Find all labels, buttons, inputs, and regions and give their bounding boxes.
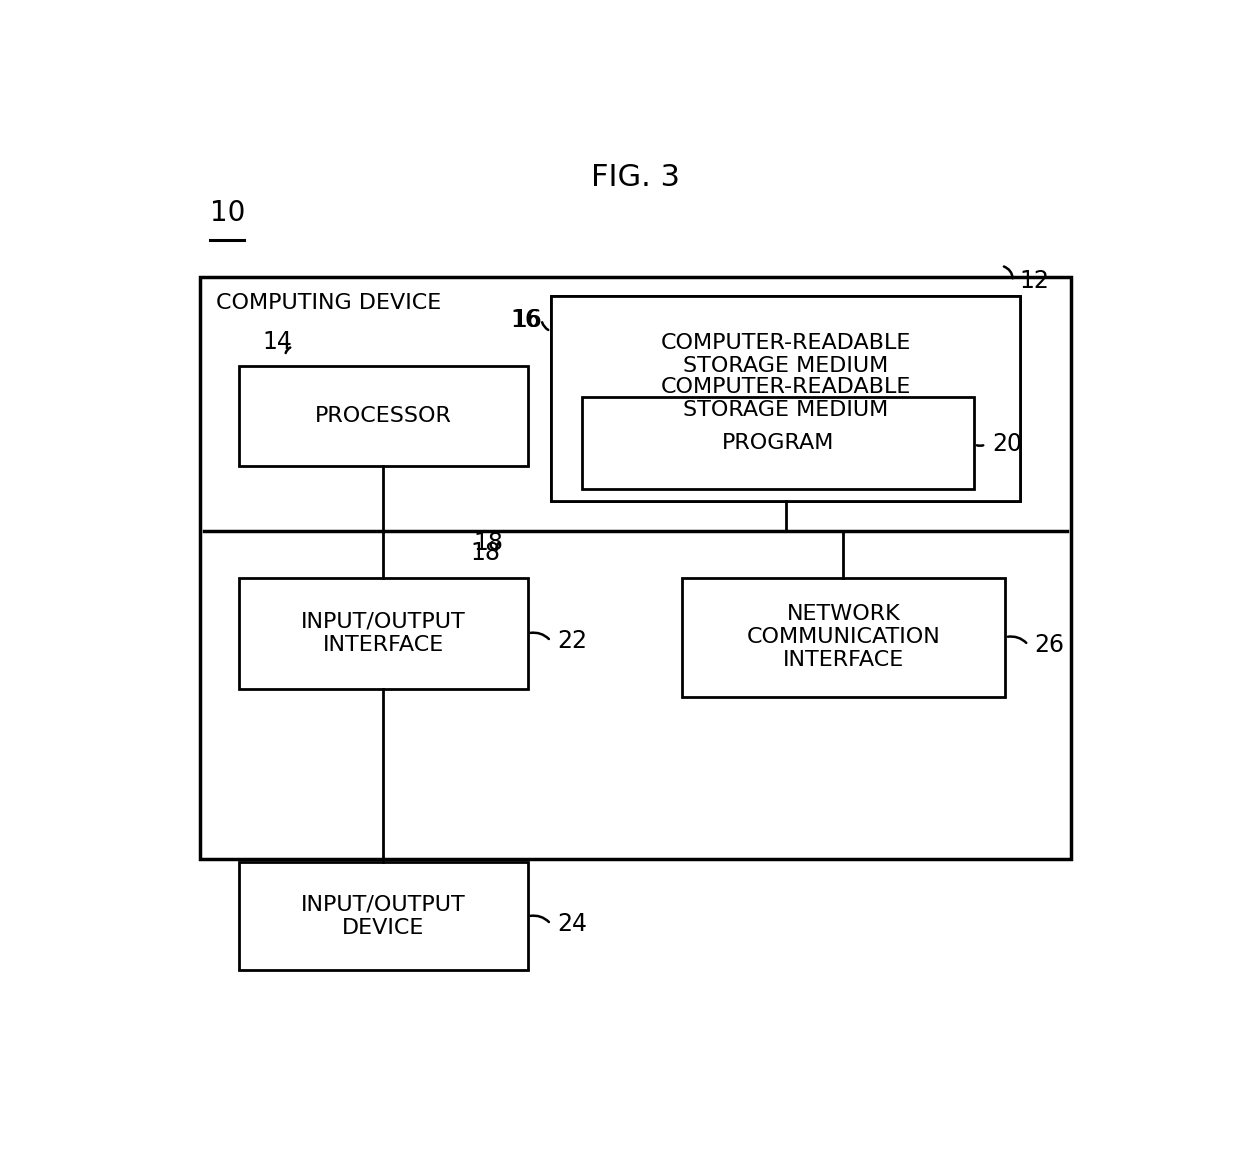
Text: COMPUTER-READABLE
STORAGE MEDIUM: COMPUTER-READABLE STORAGE MEDIUM	[661, 377, 911, 420]
Text: 26: 26	[1034, 633, 1064, 656]
Text: FIG. 3: FIG. 3	[591, 162, 680, 192]
Bar	[239, 862, 528, 971]
Text: COMPUTING DEVICE: COMPUTING DEVICE	[216, 293, 441, 313]
Text: 14: 14	[262, 329, 291, 354]
Bar	[682, 577, 1006, 697]
Text: 24: 24	[557, 912, 587, 936]
Bar	[551, 297, 1021, 501]
Text: 16: 16	[511, 307, 541, 332]
Text: PROGRAM: PROGRAM	[722, 433, 835, 453]
Text: 20: 20	[992, 432, 1022, 457]
Text: 12: 12	[1019, 269, 1049, 293]
Text: COMPUTER-READABLE
STORAGE MEDIUM: COMPUTER-READABLE STORAGE MEDIUM	[661, 333, 911, 376]
Text: 10: 10	[211, 200, 246, 227]
Text: 18: 18	[470, 541, 500, 565]
Bar	[239, 577, 528, 689]
Bar	[201, 277, 1070, 858]
Text: 18: 18	[474, 531, 503, 555]
Text: NETWORK
COMMUNICATION
INTERFACE: NETWORK COMMUNICATION INTERFACE	[746, 604, 940, 670]
Bar	[582, 397, 975, 489]
Text: INPUT/OUTPUT
INTERFACE: INPUT/OUTPUT INTERFACE	[301, 612, 466, 655]
Text: 22: 22	[557, 630, 587, 653]
Bar	[551, 297, 1021, 501]
Text: 16: 16	[512, 307, 542, 332]
Bar	[239, 366, 528, 466]
Text: INPUT/OUTPUT
DEVICE: INPUT/OUTPUT DEVICE	[301, 895, 466, 938]
Text: PROCESSOR: PROCESSOR	[315, 405, 451, 426]
